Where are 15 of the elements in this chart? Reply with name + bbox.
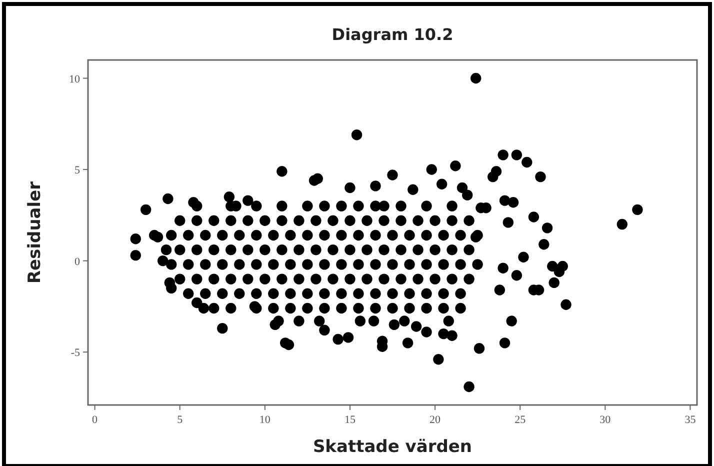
x-axis-title: Skattade värden: [312, 437, 472, 457]
x-tick-label: 15: [344, 414, 356, 426]
x-tick-label: 20: [430, 414, 442, 426]
x-tick-label: 25: [514, 414, 526, 426]
x-tick-label: 5: [177, 414, 184, 426]
y-tick-label: 5: [74, 164, 80, 177]
y-tick-label: 0: [74, 256, 80, 268]
y-axis-title: Residualer: [25, 180, 45, 284]
x-tick-label: 0: [92, 414, 98, 426]
x-tick-label: 35: [684, 414, 696, 426]
chart-title: Diagram 10.2: [332, 25, 454, 44]
x-tick-label: 10: [259, 414, 271, 426]
y-tick-label: -5: [70, 347, 80, 360]
y-tick-label: 10: [69, 73, 80, 86]
x-tick-label: 30: [600, 414, 612, 426]
